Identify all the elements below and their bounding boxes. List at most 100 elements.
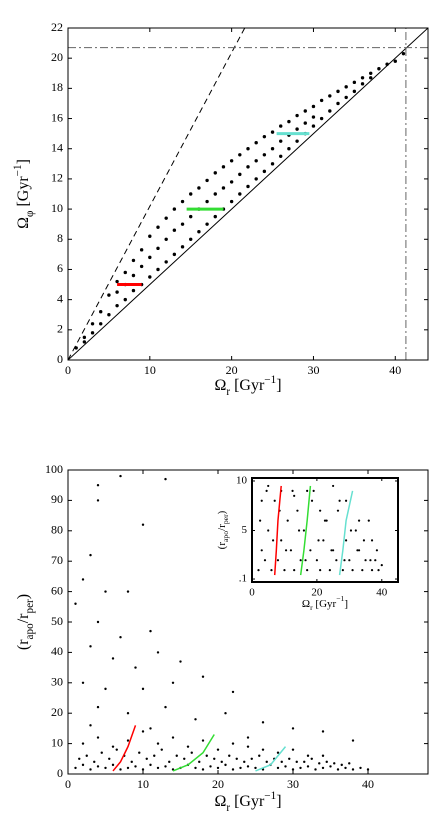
y-tick-label: 6 bbox=[57, 261, 63, 275]
point bbox=[270, 130, 275, 134]
point bbox=[104, 687, 107, 691]
point bbox=[279, 139, 283, 143]
point bbox=[216, 766, 220, 770]
y-tick-label: 18 bbox=[51, 80, 63, 94]
point bbox=[357, 549, 361, 552]
point bbox=[291, 748, 295, 751]
point bbox=[141, 523, 145, 526]
point bbox=[328, 569, 331, 572]
point bbox=[336, 509, 340, 512]
x-tick-label: 30 bbox=[287, 777, 299, 791]
point bbox=[197, 186, 201, 190]
y-tick-label: 22 bbox=[51, 20, 63, 34]
point bbox=[81, 578, 85, 581]
point bbox=[111, 657, 115, 660]
point bbox=[82, 335, 87, 340]
point bbox=[139, 248, 144, 252]
point bbox=[299, 559, 302, 562]
point bbox=[201, 675, 205, 678]
y-tick-label: 60 bbox=[51, 583, 63, 597]
label-part: /r bbox=[216, 524, 228, 531]
point bbox=[81, 742, 85, 745]
point bbox=[231, 742, 235, 745]
point bbox=[284, 765, 287, 768]
point bbox=[104, 590, 107, 593]
y-tick-label: 4 bbox=[57, 291, 63, 305]
point bbox=[115, 748, 118, 751]
point bbox=[287, 147, 291, 151]
point bbox=[90, 322, 95, 326]
x-tick-label: 0 bbox=[65, 777, 71, 791]
x-tick-label: 0 bbox=[65, 363, 71, 377]
point bbox=[306, 569, 309, 572]
point bbox=[286, 519, 289, 522]
point bbox=[172, 252, 177, 257]
point bbox=[323, 519, 327, 522]
point bbox=[319, 116, 324, 121]
y-tick-label: 20 bbox=[51, 705, 63, 719]
label-part: −1 bbox=[264, 374, 276, 386]
label-part: Ω bbox=[302, 598, 310, 610]
point bbox=[338, 499, 341, 502]
y-tick-label: 8 bbox=[57, 231, 63, 245]
point bbox=[271, 539, 275, 542]
point bbox=[291, 489, 294, 492]
y-tick-label: 14 bbox=[51, 140, 63, 154]
y-tick-label: 80 bbox=[51, 523, 63, 537]
point bbox=[352, 80, 357, 85]
point bbox=[295, 127, 299, 131]
x-tick-label: 20 bbox=[226, 363, 238, 377]
point bbox=[180, 199, 185, 204]
x-tick-label: 40 bbox=[362, 777, 374, 791]
point bbox=[319, 98, 324, 103]
y-tick-label: 30 bbox=[51, 675, 63, 689]
point bbox=[267, 529, 270, 532]
axis-label: Ωr [Gyr−1] bbox=[214, 374, 281, 398]
point bbox=[260, 549, 263, 552]
point bbox=[89, 724, 92, 727]
label-part: Ω bbox=[214, 377, 226, 394]
label-part: (r bbox=[216, 542, 228, 550]
label-part: ) bbox=[216, 510, 228, 514]
point bbox=[263, 559, 267, 562]
point bbox=[224, 763, 227, 767]
point bbox=[332, 484, 335, 488]
point bbox=[130, 760, 133, 764]
point bbox=[259, 519, 262, 522]
point bbox=[213, 757, 216, 760]
y-tick-label: 40 bbox=[51, 644, 63, 658]
point bbox=[197, 230, 201, 234]
point bbox=[258, 754, 261, 757]
point bbox=[328, 94, 332, 98]
point bbox=[260, 499, 263, 502]
point bbox=[96, 705, 100, 709]
point bbox=[303, 760, 306, 764]
point bbox=[171, 736, 175, 739]
point bbox=[115, 303, 119, 308]
point bbox=[375, 549, 379, 552]
point bbox=[190, 751, 193, 754]
point bbox=[89, 553, 92, 557]
point bbox=[306, 489, 309, 492]
line bbox=[255, 746, 287, 772]
point bbox=[270, 569, 273, 572]
point bbox=[254, 766, 257, 770]
point bbox=[138, 751, 141, 754]
point bbox=[189, 237, 193, 241]
label-part: per bbox=[221, 514, 230, 524]
point bbox=[262, 153, 267, 157]
point bbox=[349, 529, 353, 532]
label-part: Ω bbox=[214, 793, 226, 810]
point bbox=[119, 636, 122, 639]
point bbox=[341, 569, 344, 572]
point bbox=[148, 255, 152, 260]
point bbox=[325, 519, 328, 522]
x-tick-label: 40 bbox=[389, 363, 401, 377]
point bbox=[96, 620, 100, 624]
label-part: ] bbox=[276, 793, 281, 810]
axis-label: (rapo/rper) bbox=[15, 594, 36, 650]
label-part: apo bbox=[221, 531, 230, 542]
point bbox=[336, 768, 340, 771]
point bbox=[156, 742, 160, 745]
axis-label: Ωr [Gyr−1] bbox=[302, 594, 348, 612]
